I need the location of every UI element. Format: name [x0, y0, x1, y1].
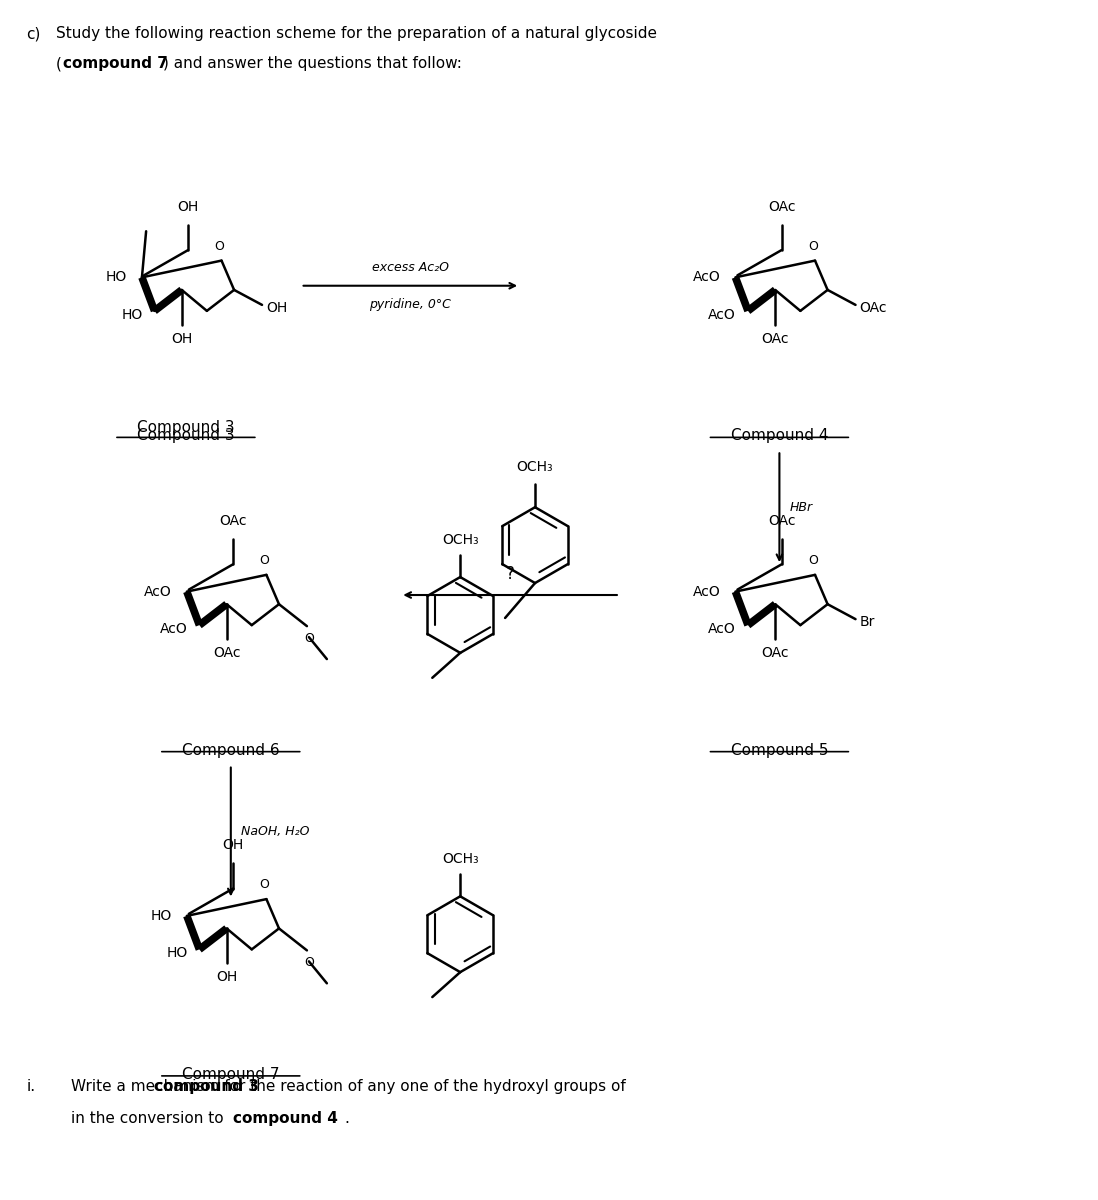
Text: excess Ac₂O: excess Ac₂O [372, 260, 449, 274]
Text: compound 7: compound 7 [64, 56, 168, 71]
Text: AcO: AcO [693, 270, 720, 284]
Text: in the conversion to: in the conversion to [71, 1111, 228, 1126]
Text: pyridine, 0°C: pyridine, 0°C [369, 298, 451, 311]
Text: Compound 3: Compound 3 [137, 428, 235, 443]
Text: OAc: OAc [762, 332, 789, 346]
Text: OH: OH [222, 839, 244, 852]
Text: Compound 5: Compound 5 [730, 743, 828, 757]
Text: Br: Br [860, 616, 875, 629]
Text: O: O [259, 878, 269, 892]
Text: (: ( [56, 56, 63, 71]
Text: HBr: HBr [789, 502, 813, 515]
Text: i.: i. [26, 1079, 35, 1094]
Text: AcO: AcO [144, 584, 172, 599]
Text: OH: OH [216, 971, 237, 984]
Text: O: O [304, 632, 314, 646]
Text: O: O [214, 240, 224, 253]
Text: compound 3: compound 3 [154, 1079, 259, 1094]
Text: O: O [808, 554, 818, 566]
Text: OCH₃: OCH₃ [517, 461, 553, 474]
Text: ?: ? [506, 565, 515, 583]
Text: OAc: OAc [213, 646, 240, 660]
Text: O: O [304, 956, 314, 970]
Text: O: O [259, 554, 269, 566]
Text: NaOH, H₂O: NaOH, H₂O [240, 826, 310, 839]
Text: .: . [345, 1111, 349, 1126]
Text: Compound 3: Compound 3 [137, 420, 235, 436]
Text: OAc: OAc [762, 646, 789, 660]
Text: HO: HO [166, 947, 188, 960]
Text: OH: OH [266, 301, 288, 314]
Text: Compound 4: Compound 4 [730, 428, 828, 443]
Text: OH: OH [178, 199, 199, 214]
Text: HO: HO [150, 908, 172, 923]
Text: Compound 7: Compound 7 [182, 1067, 280, 1082]
Text: OAc: OAc [220, 514, 247, 528]
Text: Write a mechanism for the reaction of any one of the hydroxyl groups of: Write a mechanism for the reaction of an… [71, 1079, 631, 1094]
Text: OCH₃: OCH₃ [441, 852, 479, 866]
Text: OCH₃: OCH₃ [441, 533, 479, 547]
Text: Compound 6: Compound 6 [182, 743, 280, 757]
Text: ) and answer the questions that follow:: ) and answer the questions that follow: [163, 56, 462, 71]
Text: Study the following reaction scheme for the preparation of a natural glycoside: Study the following reaction scheme for … [56, 26, 658, 41]
Text: OH: OH [171, 332, 192, 346]
Text: HO: HO [105, 270, 127, 284]
Text: O: O [808, 240, 818, 253]
Text: OAc: OAc [768, 514, 795, 528]
Text: AcO: AcO [159, 622, 188, 636]
Text: HO: HO [121, 308, 143, 322]
Text: AcO: AcO [708, 622, 736, 636]
Text: compound 4: compound 4 [233, 1111, 338, 1126]
Text: OAc: OAc [768, 199, 795, 214]
Text: c): c) [26, 26, 41, 41]
Text: AcO: AcO [708, 308, 736, 322]
Text: AcO: AcO [693, 584, 720, 599]
Text: OAc: OAc [860, 301, 887, 314]
